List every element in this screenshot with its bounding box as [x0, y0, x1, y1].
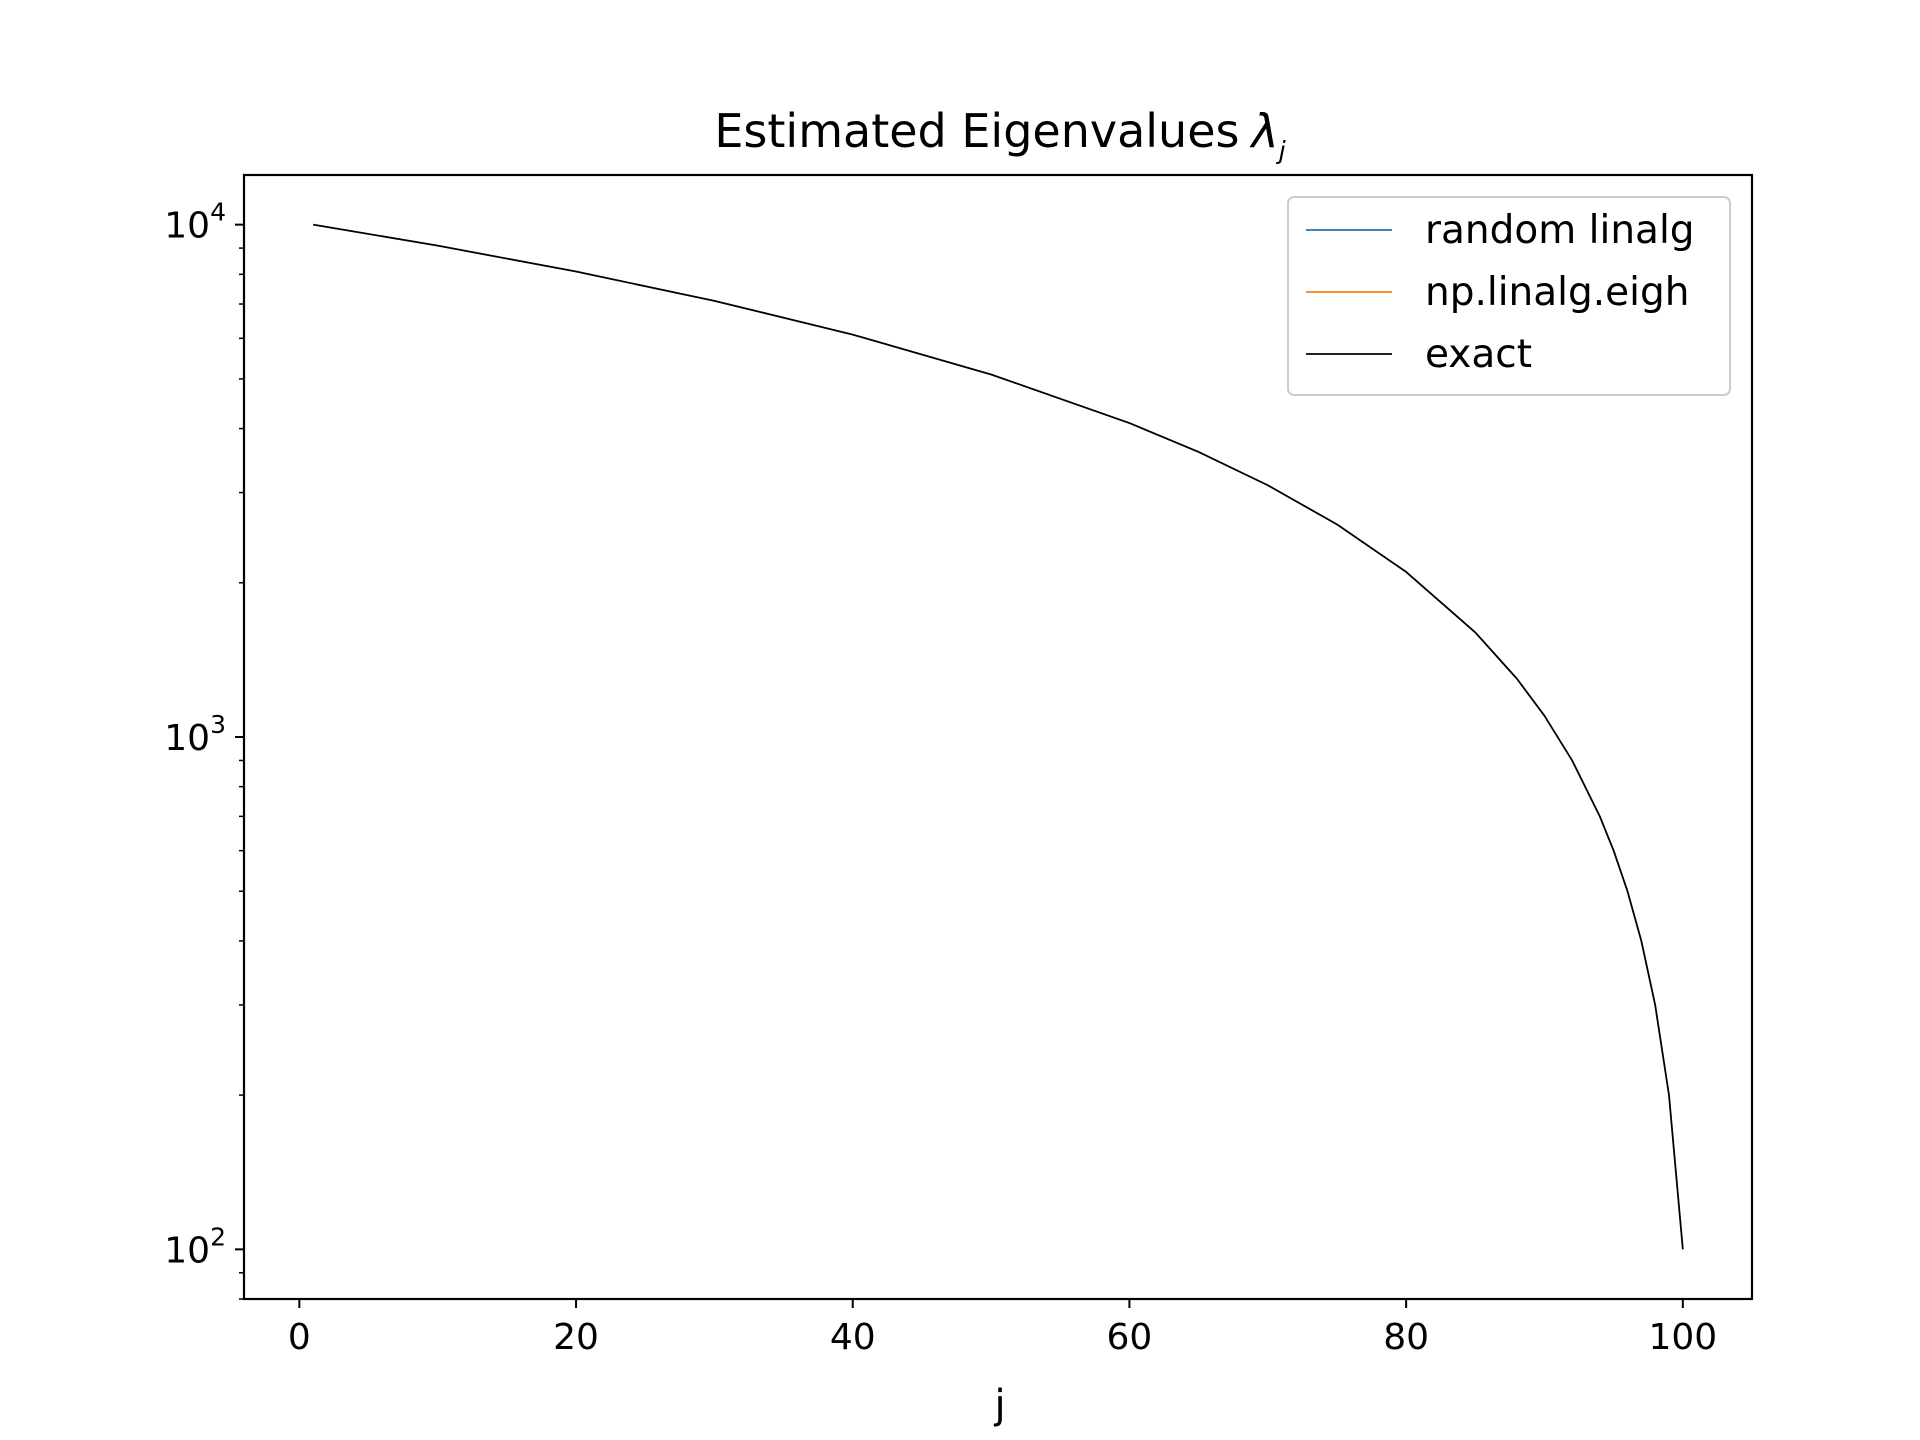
y-tick-label: 102	[164, 1222, 226, 1271]
y-axis-ticks: 102 103 104	[164, 198, 244, 1300]
x-axis-label: j	[993, 1382, 1005, 1428]
series-layer	[313, 223, 1684, 1250]
legend-label-1: np.linalg.eigh	[1425, 270, 1689, 315]
legend-label-2: exact	[1425, 332, 1532, 377]
legend-label-0: random linalg	[1425, 208, 1695, 253]
plot-area-frame	[242, 173, 1754, 1301]
x-tick-label: 60	[1107, 1317, 1153, 1358]
series-line-2	[313, 223, 1684, 1250]
x-tick-label: 100	[1648, 1317, 1717, 1358]
y-tick-label: 103	[164, 710, 226, 759]
x-tick-label: 0	[288, 1317, 311, 1358]
x-tick-label: 80	[1383, 1317, 1429, 1358]
chart-title: Estimated Eigenvalues λj	[714, 104, 1285, 165]
legend-box	[1287, 196, 1731, 396]
y-tick-label: 104	[164, 198, 226, 247]
chart-title-text: Estimated Eigenvalues	[714, 104, 1239, 158]
x-tick-label: 40	[830, 1317, 876, 1358]
chart-title-symbol: λ	[1248, 104, 1278, 158]
chart-title-subscript: j	[1276, 136, 1286, 165]
legend: random linalg np.linalg.eigh exact	[1287, 196, 1731, 396]
x-tick-label: 20	[553, 1317, 599, 1358]
x-axis-ticks: 0 20 40 60 80 100	[288, 1299, 1717, 1358]
